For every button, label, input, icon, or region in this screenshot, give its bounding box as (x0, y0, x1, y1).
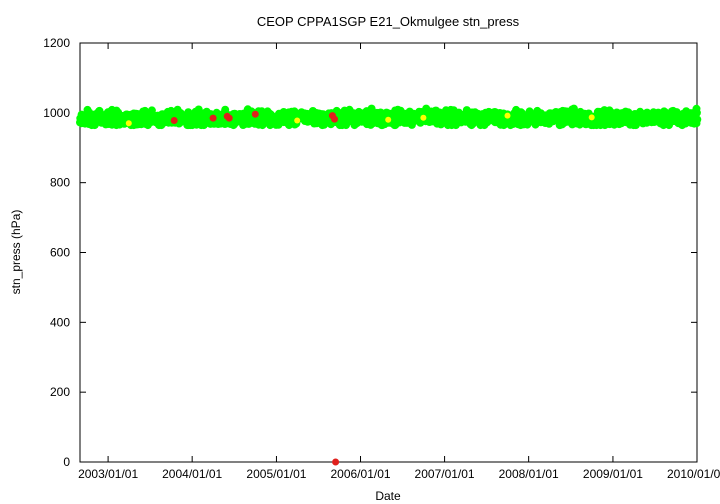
x-tick-label: 2010/01/01 (667, 467, 720, 481)
red-point (332, 458, 340, 466)
red-point (225, 114, 233, 122)
y-tick-label: 600 (50, 246, 70, 260)
yellow-point (504, 112, 511, 119)
data-points (125, 110, 595, 466)
red-point (331, 115, 338, 123)
y-tick-label: 1200 (43, 36, 70, 50)
red-point (209, 114, 217, 122)
x-tick-label: 2003/01/01 (78, 467, 138, 481)
band-point (692, 119, 701, 128)
yellow-point (294, 117, 301, 124)
red-point (170, 117, 178, 124)
x-axis: 2003/01/01 2004/01/01 2005/01/01 2006/01/01… (78, 43, 720, 481)
x-tick-label: 2004/01/01 (162, 467, 222, 481)
yellow-point (385, 116, 392, 123)
band-point (569, 104, 578, 113)
yellow-point (125, 120, 132, 127)
y-tick-label: 400 (50, 315, 70, 329)
y-tick-label: 800 (50, 176, 70, 190)
x-tick-label: 2005/01/01 (246, 467, 306, 481)
y-tick-label: 1000 (43, 106, 70, 120)
y-axis-label: stn_press (hPa) (9, 210, 23, 295)
band-point (692, 108, 701, 117)
y-axis: 0 200 400 600 800 1000 1200 (43, 36, 697, 469)
green-band (76, 104, 702, 130)
yellow-point (588, 114, 595, 121)
y-tick-label: 0 (63, 455, 70, 469)
yellow-point (420, 114, 427, 121)
x-tick-label: 2009/01/01 (583, 467, 643, 481)
band-point (221, 105, 230, 114)
x-axis-label: Date (375, 489, 401, 503)
x-tick-label: 2007/01/01 (415, 467, 475, 481)
x-tick-label: 2006/01/01 (330, 467, 390, 481)
chart-title: CEOP CPPA1SGP E21_Okmulgee stn_press (257, 14, 520, 29)
plot-frame (79, 42, 698, 463)
x-tick-label: 2008/01/01 (499, 467, 559, 481)
red-point (251, 110, 259, 118)
y-tick-label: 200 (50, 385, 70, 399)
